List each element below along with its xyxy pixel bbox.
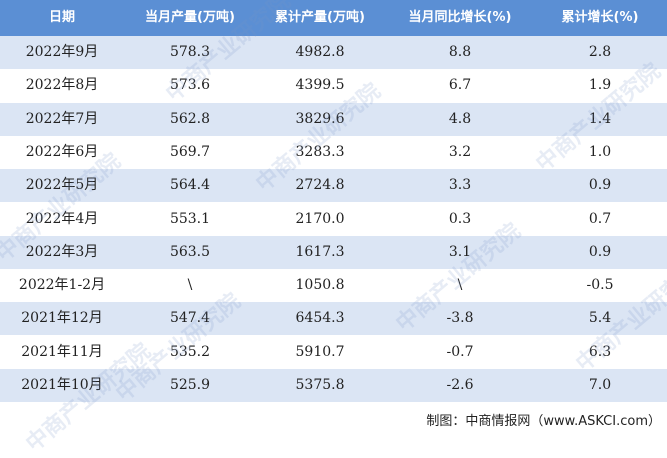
cell: 7.0 <box>588 377 612 393</box>
cell: 2022年8月 <box>25 77 99 94</box>
header-row: 日期 当月产量(万吨) 累计产量(万吨) 当月同比增长(%) 累计增长(%) <box>0 0 667 36</box>
cell: 0.3 <box>448 210 472 227</box>
cell: 535.2 <box>169 343 211 360</box>
cell: 8.8 <box>448 44 472 60</box>
cell: 562.8 <box>169 110 211 127</box>
footer: 制图：中商情报网（www.ASKCI.com） <box>426 414 661 429</box>
cell: 日期 <box>48 10 75 25</box>
cell: 0.7 <box>588 210 612 227</box>
cell: 当月产量(万吨) <box>145 10 235 25</box>
cell: 525.9 <box>169 377 211 393</box>
table-row: 2022年1-2月 \ 1050.8 \ -0.5 <box>0 269 667 302</box>
cell: 1.4 <box>588 110 612 127</box>
cell: 0.9 <box>588 177 612 194</box>
table-row: 2022年5月 564.4 2724.8 3.3 0.9 <box>0 169 667 203</box>
table-row: 2021年11月 535.2 5910.7 -0.7 6.3 <box>0 336 667 369</box>
cell: \ <box>187 277 193 294</box>
cell: 2022年3月 <box>25 243 99 260</box>
cell: 2022年6月 <box>25 143 99 160</box>
cell: -3.8 <box>446 310 474 327</box>
cell: 1.0 <box>588 143 612 160</box>
table-row: 2021年12月 547.4 6454.3 -3.8 5.4 <box>0 302 667 336</box>
cell: -2.6 <box>446 377 474 393</box>
table-row: 2022年8月 573.6 4399.5 6.7 1.9 <box>0 69 667 102</box>
cell: 547.4 <box>169 310 211 327</box>
cell: 2022年9月 <box>25 44 99 60</box>
cell: 3283.3 <box>295 143 345 160</box>
cell: 6.3 <box>588 343 612 360</box>
cell: 3.3 <box>448 177 472 194</box>
cell: 0.9 <box>588 243 612 260</box>
cell: -0.7 <box>446 343 474 360</box>
cell: 3.1 <box>448 243 472 260</box>
cell: 2021年12月 <box>21 310 103 327</box>
table-row: 2022年3月 563.5 1617.3 3.1 0.9 <box>0 235 667 269</box>
cell: 4.8 <box>448 110 472 127</box>
cell: 5.4 <box>588 310 612 327</box>
cell: -0.5 <box>586 277 614 294</box>
cell: 1.9 <box>588 77 612 94</box>
cell: 578.3 <box>169 44 211 60</box>
cell: 6454.3 <box>295 310 345 327</box>
cell: 553.1 <box>169 210 211 227</box>
cell: 2170.0 <box>295 210 345 227</box>
cell: 2022年5月 <box>25 177 99 194</box>
cell: 2021年10月 <box>21 377 103 393</box>
cell: 4982.8 <box>295 44 345 60</box>
cell: 6.7 <box>448 77 472 94</box>
table-row: 2022年7月 562.8 3829.6 4.8 1.4 <box>0 102 667 136</box>
table-row: 2021年10月 525.9 5375.8 -2.6 7.0 <box>0 369 667 402</box>
cell: 5910.7 <box>295 343 345 360</box>
cell: 1617.3 <box>295 243 345 260</box>
cell: 2022年1-2月 <box>18 277 106 294</box>
cell: 1050.8 <box>295 277 345 294</box>
cell: 5375.8 <box>295 377 345 393</box>
cell: 2022年4月 <box>25 210 99 227</box>
cell: 2021年11月 <box>21 343 103 360</box>
cell: 3829.6 <box>295 110 345 127</box>
cell: \ <box>457 277 463 294</box>
cell: 2022年7月 <box>25 110 99 127</box>
cell: 累计增长(%) <box>561 10 639 25</box>
cell: 当月同比增长(%) <box>408 10 512 25</box>
cell: 2724.8 <box>295 177 345 194</box>
cell: 3.2 <box>448 143 472 160</box>
cell: 累计产量(万吨) <box>275 10 365 25</box>
cell: 563.5 <box>169 243 211 260</box>
cell: 569.7 <box>169 143 211 160</box>
table-row: 2022年9月 578.3 4982.8 8.8 2.8 <box>0 36 667 69</box>
cell: 2.8 <box>588 44 612 60</box>
cell: 564.4 <box>169 177 211 194</box>
cell: 4399.5 <box>295 77 345 94</box>
table-row: 2022年6月 569.7 3283.3 3.2 1.0 <box>0 136 667 169</box>
table-row: 2022年4月 553.1 2170.0 0.3 0.7 <box>0 203 667 236</box>
cell: 573.6 <box>169 77 211 94</box>
